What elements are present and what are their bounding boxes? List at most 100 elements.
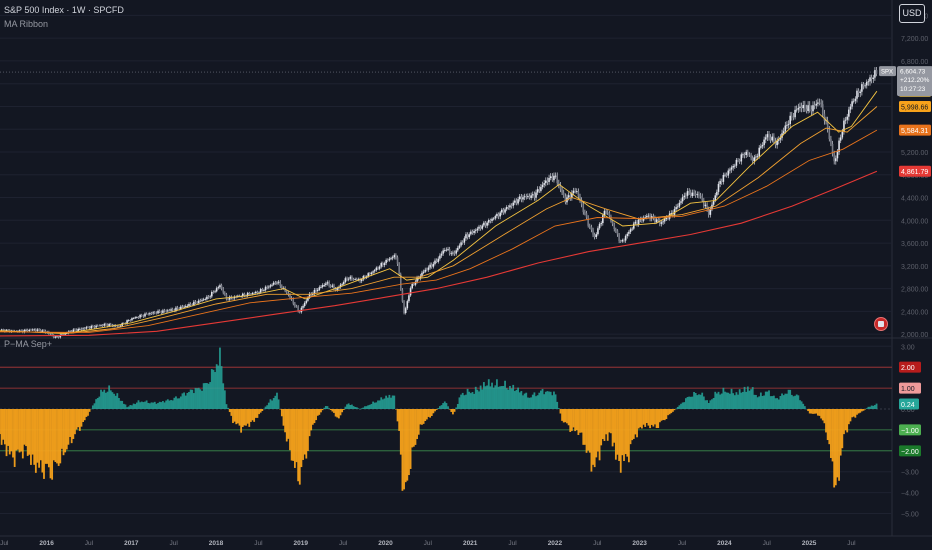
histogram-bar [452,409,454,415]
candle-body [572,190,575,194]
ma-ribbon-indicator-label[interactable]: MA Ribbon [4,19,49,29]
candle-body [70,331,73,333]
candle-body [429,264,431,268]
histogram-bar [365,406,368,409]
histogram-bar [119,400,122,409]
candle-body [346,278,348,280]
histogram-bar [173,397,176,409]
candle-body [307,297,309,301]
x-tick-label: 2016 [39,540,54,547]
histogram-bar [458,397,461,409]
us-flag-icon[interactable] [874,317,888,331]
histogram-bar [595,409,598,458]
bar-countdown: 10:27:23 [900,86,926,93]
x-tick-label: 2021 [463,540,478,547]
histogram-bar [145,400,148,409]
candle-body [149,313,151,315]
histogram-bar [448,409,451,410]
candle-body [634,221,637,224]
histogram-bar [704,400,707,409]
histogram-bar [865,408,868,409]
level-label: 1.00 [901,386,915,393]
candle-body [865,81,868,86]
candle-body [745,151,747,155]
histogram-bar [100,389,102,409]
histogram-bar [375,402,378,409]
candle-body [426,269,428,271]
histogram-bar [660,409,663,421]
x-tick-label: Jul [508,540,517,547]
candle-body [56,336,58,338]
histogram-bar [359,409,361,410]
histogram-bar [468,391,471,409]
candle-body [743,154,746,156]
candle-body [693,192,695,194]
candle-body [349,276,352,279]
candle-body [308,293,311,298]
histogram-bar [347,403,350,409]
candle-body [641,218,643,221]
candle-body [289,294,291,298]
histogram-bar [399,409,402,455]
candle-body [325,283,327,285]
candle-body [585,213,588,218]
histogram-bar [541,388,544,409]
candle-body [548,177,550,182]
histogram-bar [228,409,231,413]
histogram-bar [135,402,138,409]
histogram-bar [261,409,264,411]
histogram-bar [266,405,269,409]
histogram-bar [43,409,45,479]
sep-indicator-label[interactable]: P−MA Sep+ [4,339,53,349]
histogram-bar [108,385,111,409]
candle-body [569,195,572,198]
histogram-bar [163,402,166,409]
histogram-bar [557,408,560,409]
candle-body [646,216,648,218]
histogram-bar [469,393,472,409]
candle-body [25,329,27,331]
histogram-bar [2,409,5,440]
histogram-bar [176,398,179,409]
candle-body [263,290,265,291]
histogram-bar [860,409,863,412]
candle-body [727,170,730,176]
histogram-bar [316,409,319,416]
candle-body [769,137,772,141]
candle-body [792,116,795,118]
candle-body [180,306,182,310]
candle-body [295,306,298,308]
candle-body [786,124,788,126]
candle-body [812,105,814,112]
candle-body [481,225,484,229]
histogram-bar [139,402,142,409]
currency-button[interactable]: USD [899,4,925,23]
histogram-bar [810,409,813,414]
histogram-bar [799,400,801,409]
histogram-bar [225,404,228,409]
histogram-bar [401,409,404,491]
histogram-bar [812,409,814,414]
candle-body [406,301,409,309]
candle-body [145,313,148,315]
histogram-bar [619,409,622,473]
candle-body [435,260,438,262]
histogram-bar [162,401,164,409]
histogram-bar [792,396,795,409]
histogram-bar [481,389,484,409]
histogram-bar [217,365,220,409]
histogram-bar [368,404,371,409]
candle-body [116,325,119,327]
candle-body [518,196,521,200]
candle-body [31,329,34,331]
osc-tick-label: −5.00 [901,512,919,519]
candle-body [751,157,754,162]
candle-body [826,120,829,130]
histogram-bar [12,409,14,458]
histogram-bar [688,396,691,409]
histogram-bar [65,409,68,450]
candle-body [660,222,663,224]
histogram-bar [36,409,39,463]
histogram-bar [49,409,52,479]
histogram-bar [251,409,254,421]
